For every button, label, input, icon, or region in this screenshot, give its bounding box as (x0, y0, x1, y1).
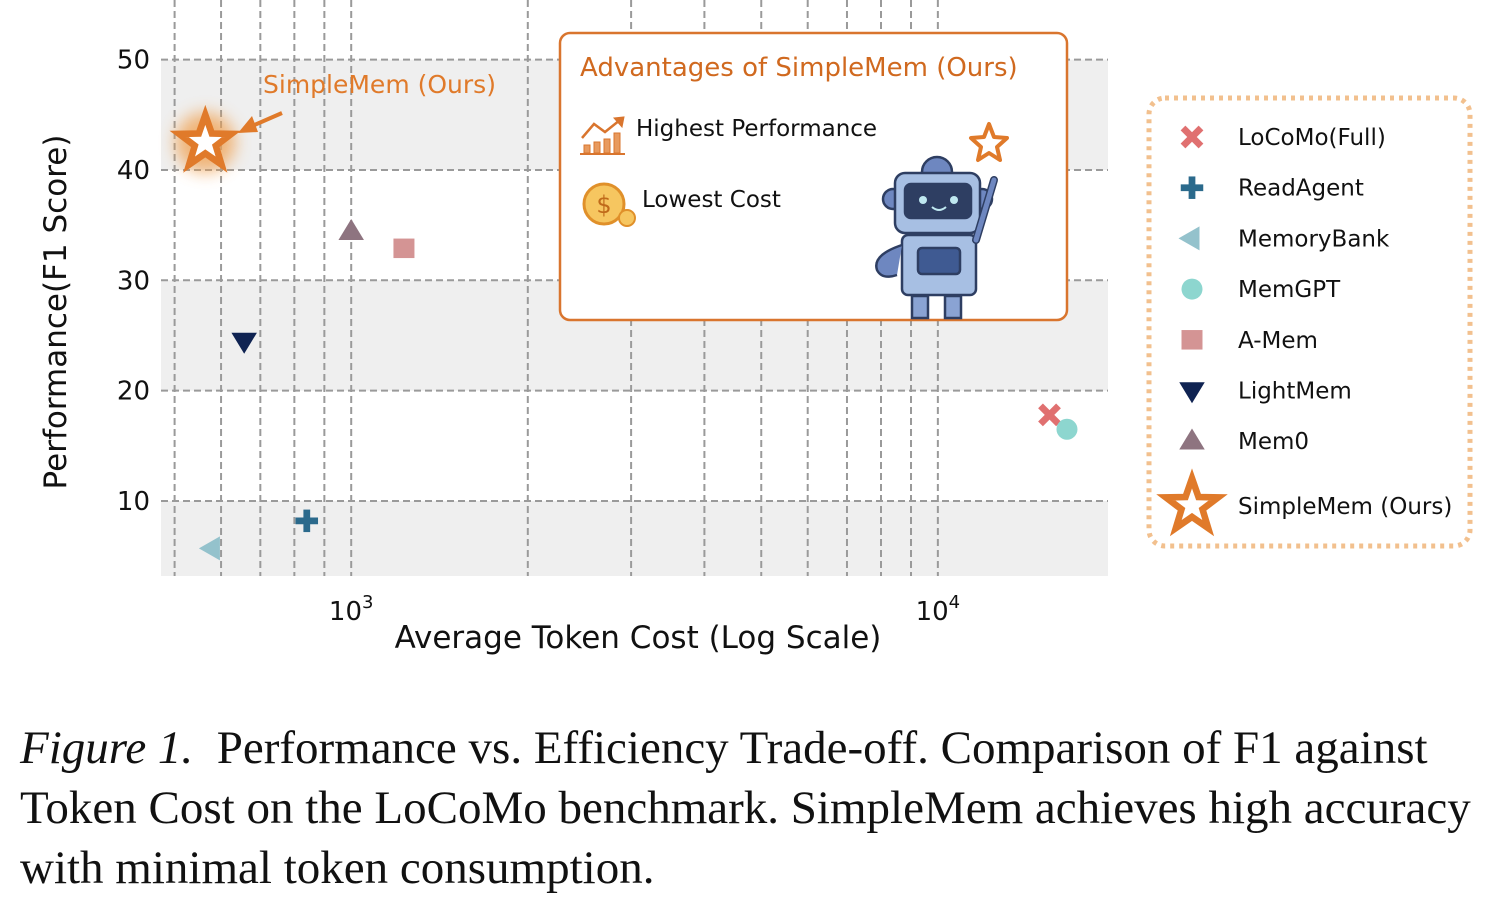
legend-marker-a-mem (1181, 330, 1203, 350)
inset-item-lowest-cost: Lowest Cost (642, 187, 781, 213)
legend-label: LoCoMo(Full) (1238, 125, 1386, 151)
y-tick-label: 20 (117, 377, 150, 407)
legend-item-locomo-full: LoCoMo(Full) (1180, 125, 1386, 151)
legend-marker-readagent (1180, 176, 1204, 199)
x-tick-label: 104 (916, 592, 961, 627)
y-tick-label: 40 (117, 156, 150, 186)
svg-text:$: $ (596, 191, 611, 219)
inset-item-highest-performance: Highest Performance (636, 116, 877, 142)
legend-item-lightmem: LightMem (1179, 379, 1352, 405)
inset-title: Advantages of SimpleMem (Ours) (580, 53, 1018, 83)
point-mem0 (338, 219, 364, 241)
legend-item-memgpt: MemGPT (1181, 277, 1341, 303)
data-points (169, 104, 1078, 561)
point-simplemem-ours (169, 104, 241, 173)
legend-item-readagent: ReadAgent (1180, 176, 1364, 202)
point-a-mem (393, 238, 415, 259)
point-lightmem (231, 332, 257, 354)
band (161, 500, 1108, 576)
legend-label: SimpleMem (Ours) (1238, 494, 1452, 520)
legend-label: ReadAgent (1238, 176, 1364, 202)
x-axis-label: Average Token Cost (Log Scale) (395, 620, 882, 656)
legend-marker-memorybank (1178, 226, 1200, 251)
y-tick-label: 10 (117, 487, 150, 517)
inset-box: Advantages of SimpleMem (Ours) Highest P… (558, 31, 1069, 322)
legend-marker-memgpt (1181, 278, 1203, 300)
legend-label: MemGPT (1238, 277, 1341, 303)
legend-item-simplemem-ours: SimpleMem (Ours) (1156, 468, 1452, 537)
x-tick-label: 103 (329, 592, 374, 627)
y-axis-label: Performance(F1 Score) (38, 135, 74, 490)
point-memgpt (1056, 418, 1078, 440)
robot-star-icon (969, 122, 1009, 162)
point-memorybank (198, 536, 220, 561)
legend-item-a-mem: A-Mem (1181, 328, 1318, 354)
legend: LoCoMo(Full) ReadAgent MemoryBank MemGPT A-M… (1146, 95, 1473, 549)
caption-label: Figure 1. (20, 722, 194, 774)
legend-marker-lightmem (1179, 382, 1205, 404)
point-locomo-full (1038, 403, 1061, 427)
caption-text: Performance vs. Efficiency Trade-off. Co… (20, 722, 1471, 894)
legend-item-memorybank: MemoryBank (1178, 226, 1390, 252)
legend-marker-mem0 (1179, 428, 1205, 450)
point-readagent (295, 509, 319, 533)
y-tick-label: 50 (117, 46, 150, 76)
annotation-arrow (238, 111, 283, 133)
legend-marker-locomo-full (1180, 125, 1204, 149)
simplemem-annotation: SimpleMem (Ours) (263, 70, 496, 99)
legend-label: A-Mem (1238, 328, 1318, 354)
legend-marker-simplemem-ours (1156, 468, 1228, 537)
legend-label: Mem0 (1238, 429, 1309, 455)
legend-label: MemoryBank (1238, 226, 1390, 252)
legend-label: LightMem (1238, 379, 1352, 405)
robot-illustration (875, 155, 998, 320)
legend-item-mem0: Mem0 (1179, 428, 1309, 455)
figure-caption: Figure 1. Performance vs. Efficiency Tra… (20, 718, 1480, 898)
chart-growth-icon (580, 116, 625, 155)
x-tick-labels: 103 104 (329, 592, 960, 627)
y-tick-label: 30 (117, 266, 150, 296)
coin-icon: $ (582, 182, 636, 227)
y-tick-labels: 10 20 30 40 50 (117, 46, 150, 517)
